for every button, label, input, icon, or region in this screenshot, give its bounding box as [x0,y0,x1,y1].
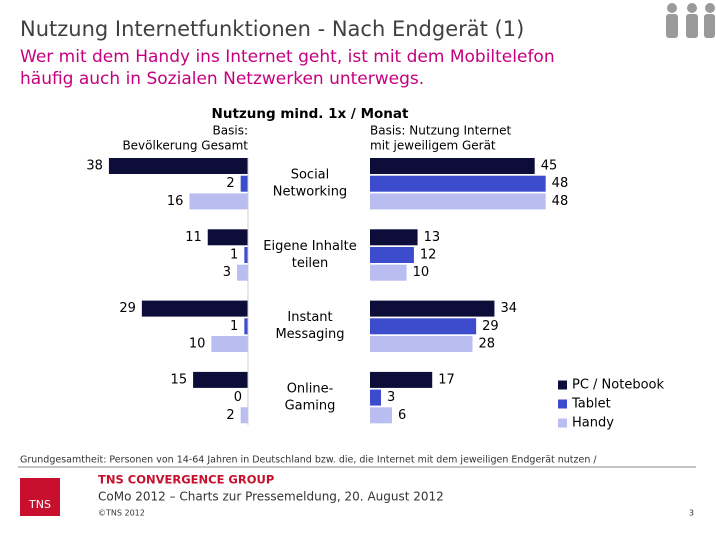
bar [370,389,381,406]
subtitle: Wer mit dem Handy ins Internet geht, ist… [20,47,555,67]
legend-label: Handy [572,416,614,431]
category-label: Messaging [275,327,344,342]
company: TNS CONVERGENCE GROUP [98,473,274,487]
bar [370,229,418,246]
value-label: 48 [552,176,569,191]
value-label: 1 [230,248,238,263]
bar [370,193,546,210]
value-label: 12 [420,248,437,263]
value-label: 16 [167,194,184,209]
value-label: 28 [478,337,495,352]
bar [141,300,248,317]
value-label: 38 [86,159,103,174]
bar [370,264,407,281]
legend-swatch [558,399,567,409]
subtitle: häufig auch in Sozialen Netzwerken unter… [20,69,424,89]
bar [370,407,392,424]
bar [370,371,433,388]
bar [108,158,248,174]
bar [244,247,248,263]
legend-swatch [558,418,567,428]
page-number: 3 [689,509,694,518]
category-label: Instant [287,310,332,325]
value-label: 2 [226,408,234,423]
bar [240,407,248,424]
footnote: Grundgesamtheit: Personen von 14-64 Jahr… [20,455,597,466]
category-label: Networking [273,185,347,200]
value-label: 3 [387,390,395,405]
value-label: 2 [226,176,234,191]
logo: TNS [28,498,51,511]
value-label: 1 [230,319,238,334]
right-label: Basis: Nutzung Internet [370,124,511,138]
value-label: 15 [171,372,188,387]
bar [211,336,248,352]
copyright: ©TNS 2012 [98,509,145,518]
bar [370,175,546,192]
bar [370,158,535,174]
value-label: 0 [234,390,242,405]
logo-box [20,478,60,516]
category-label: teilen [292,256,329,271]
bar [370,336,473,352]
category-label: Eigene Inhalte [263,239,356,254]
bar [370,318,477,335]
value-label: 13 [424,230,441,245]
value-label: 10 [189,337,206,352]
value-label: 3 [223,265,231,280]
value-label: 17 [438,372,455,387]
right-label: mit jeweiligem Gerät [370,139,496,153]
value-label: 10 [413,265,430,280]
title: Nutzung Internetfunktionen - Nach Endger… [20,17,524,41]
bar [244,318,248,335]
event: CoMo 2012 – Charts zur Pressemeldung, 20… [98,490,444,504]
bar [237,264,248,281]
bar [189,193,248,210]
legend-swatch [558,380,567,390]
value-label: 29 [119,301,136,316]
bar [370,300,495,317]
bar [240,175,248,192]
value-label: 29 [482,319,499,334]
chart-title: Nutzung mind. 1x / Monat [212,106,409,122]
legend-label: PC / Notebook [572,378,664,393]
bar [207,229,248,246]
category-label: Gaming [285,398,336,413]
bar [193,371,248,388]
value-label: 6 [398,408,406,423]
value-label: 48 [552,194,569,209]
value-label: 11 [185,230,202,245]
bar [370,247,414,263]
people-icon [666,3,715,38]
legend-label: Tablet [571,397,611,412]
category-label: Online- [287,381,334,396]
value-label: 45 [541,159,558,174]
left-label: Basis: [213,124,248,138]
value-label: 34 [500,301,517,316]
left-label: Bevölkerung Gesamt [122,139,248,153]
category-label: Social [291,168,330,183]
